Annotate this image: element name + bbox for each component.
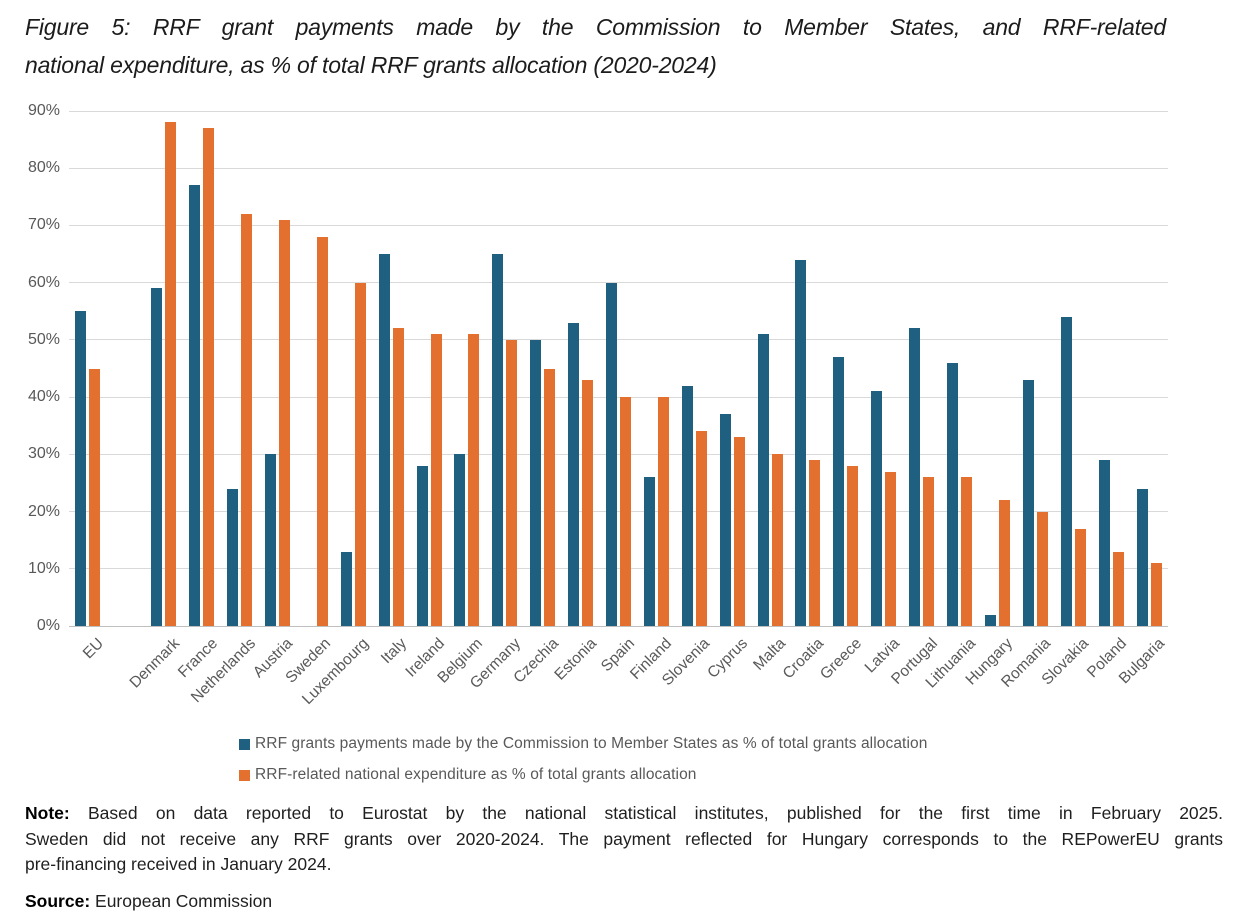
legend-marker-expenditure-icon	[239, 769, 250, 781]
bar	[657, 397, 669, 626]
note-line-1: Note: Based on data reported to Eurostat…	[25, 801, 1223, 827]
bar	[1060, 317, 1072, 626]
bar	[923, 477, 935, 626]
bar	[695, 431, 707, 626]
bar	[227, 488, 239, 626]
bar	[1098, 460, 1110, 626]
legend-label-expenditure: RRF-related national expenditure as % of…	[255, 766, 697, 783]
bar	[75, 311, 87, 626]
bar	[1022, 379, 1034, 626]
bar	[165, 122, 177, 626]
source-text: European Commission	[95, 891, 273, 911]
bar	[506, 339, 518, 626]
y-axis-tick-label: 90%	[27, 102, 60, 120]
bar	[998, 500, 1010, 626]
bar	[606, 282, 617, 626]
chart-legend: RRF grants payments made by the Commissi…	[239, 735, 927, 797]
bar	[871, 391, 883, 626]
figure-title: Figure 5: RRF grant payments made by the…	[25, 8, 1166, 84]
bar	[392, 328, 404, 626]
y-axis-tick-label: 20%	[27, 502, 60, 520]
source-label: Source:	[25, 891, 91, 911]
bar	[771, 454, 783, 626]
bar	[468, 334, 480, 626]
bar	[568, 322, 580, 626]
bar	[340, 551, 352, 626]
legend-marker-payments-icon	[239, 738, 250, 750]
bar	[1036, 511, 1048, 626]
figure-note: Note: Based on data reported to Eurostat…	[25, 801, 1223, 878]
y-axis-tick-label: 80%	[27, 159, 60, 177]
gridline	[69, 396, 1168, 398]
bar	[241, 214, 253, 626]
y-axis-tick-label: 40%	[27, 388, 60, 406]
bar	[492, 254, 504, 626]
gridline	[69, 453, 1168, 455]
bar	[809, 460, 821, 626]
gridline	[69, 339, 1168, 341]
y-axis-tick-label: 30%	[27, 445, 60, 463]
y-axis-tick-label: 60%	[27, 273, 60, 291]
bar	[733, 437, 745, 626]
bar	[378, 254, 390, 626]
bar	[833, 357, 845, 626]
figure-title-line1: Figure 5: RRF grant payments made by the…	[25, 14, 1166, 40]
note-line-3: pre-financing received in January 2024.	[25, 854, 332, 874]
bar	[961, 477, 973, 626]
bar	[430, 334, 442, 626]
bar	[354, 282, 366, 626]
note-label: Note:	[25, 803, 70, 823]
bar	[1150, 563, 1162, 626]
bar	[885, 471, 897, 626]
gridline	[69, 282, 1168, 284]
bar	[1136, 488, 1148, 626]
bar	[1112, 551, 1124, 626]
legend-item-expenditure: RRF-related national expenditure as % of…	[239, 766, 927, 784]
bar	[757, 334, 769, 626]
y-axis-tick-label: 10%	[27, 559, 60, 577]
x-axis-line	[69, 625, 1168, 627]
bar	[264, 454, 276, 626]
legend-label-payments: RRF grants payments made by the Commissi…	[255, 735, 928, 752]
gridline	[69, 110, 1168, 112]
bar	[719, 414, 731, 626]
bar	[416, 465, 428, 626]
bar	[89, 368, 101, 626]
note-line-2: Sweden did not receive any RRF grants ov…	[25, 828, 1223, 849]
bar	[947, 362, 959, 626]
bar	[316, 236, 328, 626]
bar	[151, 288, 163, 626]
gridline	[69, 167, 1168, 169]
gridline	[69, 511, 1168, 513]
bar	[643, 477, 655, 626]
figure-title-line2: national expenditure, as % of total RRF …	[25, 52, 717, 78]
note-text-1: Based on data reported to Eurostat by th…	[87, 803, 1223, 823]
gridline	[69, 224, 1168, 226]
bar	[847, 465, 859, 626]
gridline	[69, 568, 1168, 570]
y-axis-tick-label: 0%	[36, 617, 60, 634]
bar	[582, 379, 594, 626]
bar	[454, 454, 466, 626]
y-axis-tick-label: 50%	[27, 330, 60, 348]
bar	[681, 385, 693, 626]
bar	[984, 614, 996, 626]
bar	[620, 397, 631, 626]
y-axis-tick-label: 70%	[27, 216, 60, 234]
bar	[278, 219, 290, 626]
bar	[1074, 528, 1086, 626]
bar	[795, 259, 807, 626]
legend-item-payments: RRF grants payments made by the Commissi…	[239, 735, 927, 753]
bar	[530, 339, 542, 626]
chart-area: 0% 10% 20% 30% 40% 50% 60% 70% 80% 90% EU Denmark Fr…	[27, 102, 1168, 708]
figure-source: Source: European Commission	[25, 891, 272, 912]
bar	[189, 185, 201, 626]
bar	[544, 368, 556, 626]
bar	[909, 328, 921, 626]
x-axis-label: EU	[79, 635, 107, 663]
bar	[203, 128, 215, 626]
